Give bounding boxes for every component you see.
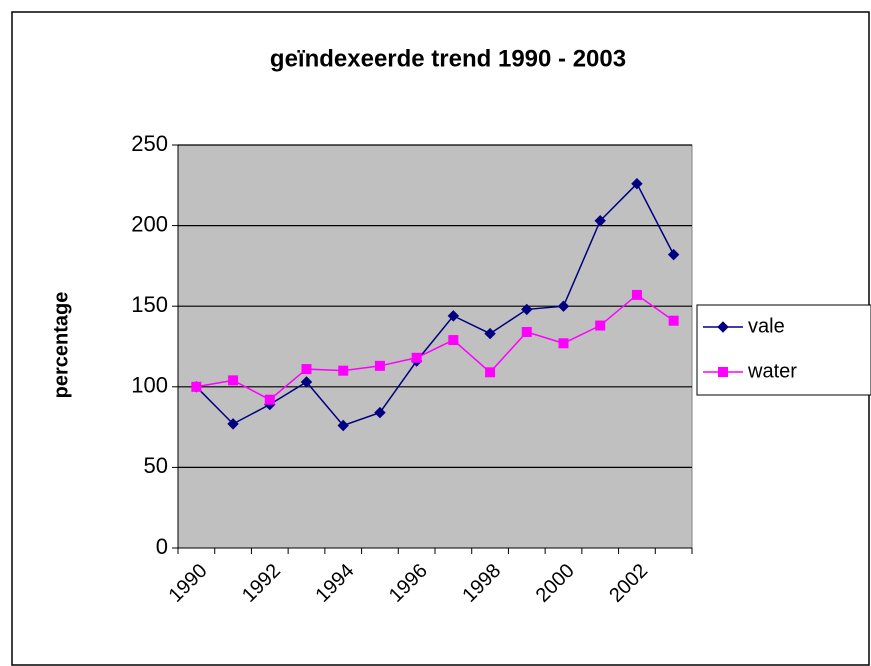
chart-title: geïndexeerde trend 1990 - 2003 (270, 45, 626, 72)
data-point (558, 338, 569, 349)
data-point (667, 248, 680, 261)
y-tick-label: 200 (131, 211, 168, 236)
data-point (447, 310, 460, 322)
series-line (196, 293, 675, 401)
legend-marker (717, 321, 729, 333)
y-tick-label: 50 (144, 453, 168, 478)
data-point (374, 360, 385, 371)
data-point (521, 326, 532, 337)
y-tick-label: 150 (131, 292, 168, 317)
legend-box (696, 304, 871, 396)
data-point (557, 300, 570, 312)
data-point (411, 352, 422, 363)
legend-marker (718, 367, 728, 377)
data-point (300, 376, 313, 388)
data-point (191, 381, 202, 392)
data-point (337, 419, 349, 432)
legend-label: water (747, 360, 797, 382)
data-point (448, 335, 459, 346)
data-point (594, 215, 606, 227)
data-point (521, 303, 533, 316)
y-tick-label: 0 (156, 534, 168, 559)
data-point (631, 177, 643, 190)
data-point (595, 320, 606, 331)
y-tick-label: 250 (131, 131, 168, 156)
data-point (631, 289, 642, 300)
legend-label: vale (748, 315, 785, 337)
data-point (484, 327, 496, 340)
data-point (227, 418, 239, 430)
data-point (338, 365, 349, 376)
data-point (264, 394, 275, 405)
data-point (301, 364, 312, 375)
data-point (228, 375, 239, 386)
series-line (195, 182, 675, 427)
y-tick-label: 100 (131, 373, 168, 398)
data-point (374, 406, 386, 419)
data-point (485, 367, 496, 378)
y-axis-label: percentage (50, 292, 72, 399)
plot-area (177, 144, 693, 549)
data-point (668, 315, 679, 326)
